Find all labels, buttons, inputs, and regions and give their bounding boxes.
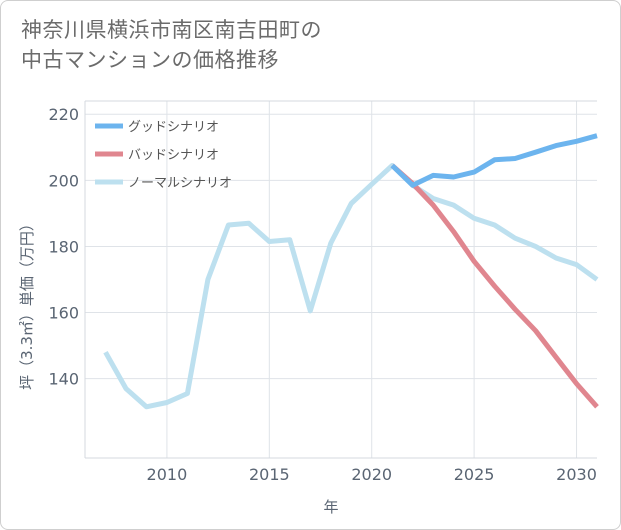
y-tick-label: 220 xyxy=(48,105,79,124)
grid-lines xyxy=(85,101,597,458)
y-tick-label: 140 xyxy=(48,370,79,389)
chart-title-line1: 神奈川県横浜市南区南吉田町の xyxy=(21,18,322,42)
x-tick-label: 2030 xyxy=(556,465,597,484)
series-layer xyxy=(103,133,599,410)
y-tick-label: 180 xyxy=(48,237,79,256)
tick-labels: 140 160 180 200 220 2010 2015 2020 2025 2030 xyxy=(48,105,596,484)
legend-label-2: ノーマルシナリオ xyxy=(128,176,232,191)
chart-title: 神奈川県横浜市南区南吉田町の 中古マンションの価格推移 xyxy=(21,15,322,75)
legend-label-0: グッドシナリオ xyxy=(128,120,219,135)
series-line-0 xyxy=(390,133,598,188)
x-axis-title: 年 xyxy=(323,498,338,516)
x-tick-label: 2025 xyxy=(454,465,495,484)
y-tick-label: 160 xyxy=(48,304,79,323)
series-line-1 xyxy=(390,163,599,409)
legend-label-1: バッドシナリオ xyxy=(128,148,219,163)
y-axis-title: 坪（3.3㎡）単価（万円） xyxy=(18,216,36,390)
x-tick-label: 2010 xyxy=(147,465,188,484)
y-tick-label: 200 xyxy=(48,171,79,190)
chart-title-line2: 中古マンションの価格推移 xyxy=(21,48,279,72)
x-tick-label: 2020 xyxy=(351,465,392,484)
plot-frame xyxy=(84,100,597,459)
series-line-2 xyxy=(103,163,599,410)
x-tick-label: 2015 xyxy=(249,465,290,484)
